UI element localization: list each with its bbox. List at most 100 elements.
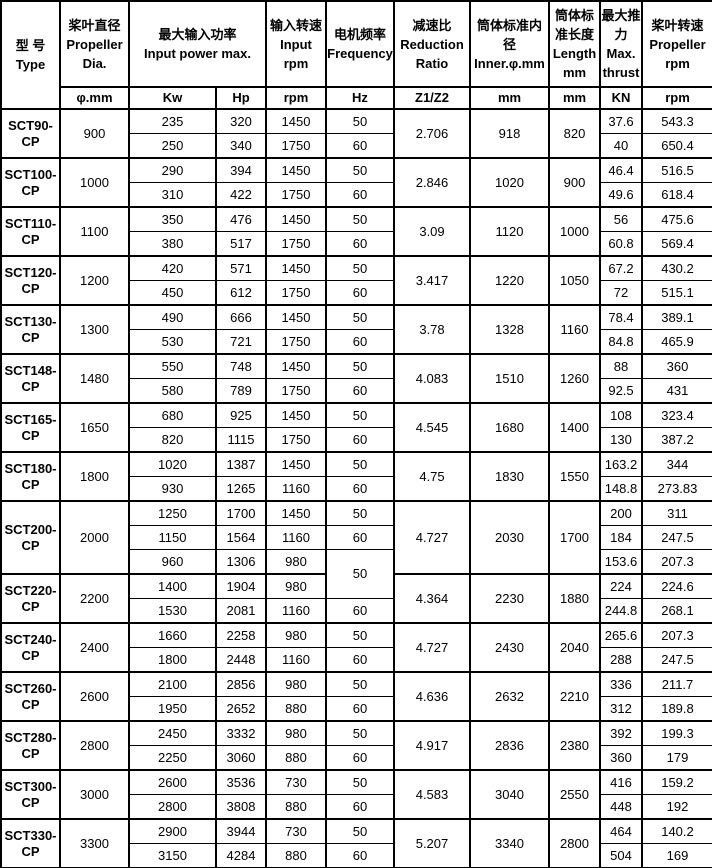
frequency-cell: 60	[325, 794, 395, 820]
hp-cell: 612	[215, 280, 267, 306]
thrust-cell: 92.5	[599, 378, 643, 404]
inner-dia-cell: 2230	[469, 573, 550, 624]
frequency-cell: 60	[325, 427, 395, 453]
hp-cell: 2258	[215, 622, 267, 648]
kw-cell: 2250	[128, 745, 217, 771]
header-ratio-en: Reduction Ratio	[400, 36, 464, 71]
table-row: 250 340 1750 60 40 650.4	[1, 133, 712, 159]
table-row: 380 517 1750 60 60.8 569.4	[1, 231, 712, 257]
thrust-cell: 148.8	[599, 476, 643, 502]
frequency-cell: 60	[325, 476, 395, 502]
prop-rpm-cell: 247.5	[641, 647, 712, 673]
input-rpm-cell: 1450	[265, 500, 327, 526]
dia-cell: 2000	[59, 500, 130, 575]
table-row: SCT90-CP 900 235 320 1450 50 2.706 918 820 37.6 54…	[0, 108, 712, 159]
frequency-cell: 50	[325, 304, 395, 330]
prop-rpm-cell: 207.3	[641, 549, 712, 575]
frequency-cell: 50	[325, 108, 395, 134]
length-cell: 1260	[548, 353, 601, 404]
header-model: 型 号 Type	[0, 0, 61, 110]
unit-thrust: KN	[599, 86, 643, 110]
table-row: 310 422 1750 60 49.6 618.4	[1, 182, 712, 208]
frequency-cell: 50	[325, 451, 395, 477]
thrust-cell: 130	[599, 427, 643, 453]
model-cell: SCT220-CP	[0, 573, 61, 624]
thrust-cell: 336	[599, 671, 643, 697]
unit-length: mm	[548, 86, 601, 110]
frequency-cell: 60	[325, 280, 395, 306]
ratio-cell: 4.75	[393, 451, 471, 502]
input-rpm-cell: 1750	[265, 231, 327, 257]
input-rpm-cell: 980	[265, 720, 327, 746]
inner-dia-cell: 3040	[469, 769, 550, 820]
input-rpm-cell: 1750	[265, 280, 327, 306]
kw-cell: 2800	[128, 794, 217, 820]
hp-cell: 340	[215, 133, 267, 159]
kw-cell: 550	[128, 353, 217, 379]
input-rpm-cell: 1450	[265, 451, 327, 477]
dia-cell: 3000	[59, 769, 130, 820]
kw-cell: 680	[128, 402, 217, 428]
frequency-cell: 60	[325, 182, 395, 208]
inner-dia-cell: 3340	[469, 818, 550, 868]
header-thrust-en: Max. thrust	[602, 46, 640, 80]
hp-cell: 1564	[215, 525, 267, 550]
frequency-cell: 50	[325, 157, 395, 183]
thrust-cell: 88	[599, 353, 643, 379]
ratio-cell: 3.417	[393, 255, 471, 306]
header-dia: 桨叶直径 Propeller Dia.	[59, 0, 130, 88]
hp-cell: 476	[215, 206, 267, 232]
input-rpm-cell: 880	[265, 696, 327, 722]
prop-rpm-cell: 323.4	[641, 402, 712, 428]
input-rpm-cell: 1750	[265, 427, 327, 453]
hp-cell: 422	[215, 182, 267, 208]
header-length: 筒体标准长度 Length mm	[548, 0, 601, 88]
table-row: 580 789 1750 60 92.5 431	[1, 378, 712, 404]
header-prop-rpm: 桨叶转速 Propeller rpm	[641, 0, 712, 88]
table-row: SCT200-CP 2000 1250 1700 1450 50 4.727 2030 1700…	[0, 500, 712, 575]
thrust-cell: 153.6	[599, 549, 643, 575]
thrust-cell: 244.8	[599, 598, 643, 624]
thrust-cell: 184	[599, 525, 643, 550]
input-rpm-cell: 1750	[265, 133, 327, 159]
frequency-cell: 60	[325, 525, 395, 550]
input-rpm-cell: 880	[265, 794, 327, 820]
unit-frequency: Hz	[325, 86, 395, 110]
header-power-en: Input power max.	[144, 46, 251, 61]
table-row: 530 721 1750 60 84.8 465.9	[1, 329, 712, 355]
dia-cell: 1200	[59, 255, 130, 306]
model-cell: SCT110-CP	[0, 206, 61, 257]
table-row: 450 612 1750 60 72 515.1	[1, 280, 712, 306]
thrust-cell: 163.2	[599, 451, 643, 477]
model-cell: SCT280-CP	[0, 720, 61, 771]
unit-dia: φ.mm	[59, 86, 130, 110]
header-prop-rpm-en: Propeller rpm	[649, 36, 706, 71]
inner-dia-cell: 1328	[469, 304, 550, 355]
unit-prop-rpm: rpm	[641, 86, 712, 110]
inner-dia-cell: 2836	[469, 720, 550, 771]
hp-cell: 1265	[215, 476, 267, 502]
table-row: 930 1265 1160 60 148.8 273.83	[1, 476, 712, 502]
header-dia-cn: 桨叶直径	[68, 17, 121, 33]
input-rpm-cell: 1750	[265, 378, 327, 404]
model-cell: SCT200-CP	[0, 500, 61, 575]
length-cell: 1550	[548, 451, 601, 502]
prop-rpm-cell: 159.2	[641, 769, 712, 795]
header-model-en: Type	[15, 57, 46, 72]
table-row: SCT110-CP 1100 350 476 1450 50 3.09 1120 1000 56 4…	[0, 206, 712, 257]
table-row: SCT180-CP 1800 1020 1387 1450 50 4.75 1830 1550 1…	[0, 451, 712, 502]
table-row: 1150 1564 1160 60 184 247.5	[1, 525, 712, 550]
prop-rpm-cell: 273.83	[641, 476, 712, 502]
frequency-cell: 50	[325, 818, 395, 844]
input-rpm-cell: 1450	[265, 206, 327, 232]
prop-rpm-cell: 430.2	[641, 255, 712, 281]
frequency-cell: 60	[325, 231, 395, 257]
model-cell: SCT180-CP	[0, 451, 61, 502]
kw-cell: 1400	[128, 573, 217, 599]
frequency-cell: 50	[325, 622, 395, 648]
model-cell: SCT300-CP	[0, 769, 61, 820]
table-row: SCT130-CP 1300 490 666 1450 50 3.78 1328 1160 78.…	[0, 304, 712, 355]
hp-cell: 3536	[215, 769, 267, 795]
hp-cell: 394	[215, 157, 267, 183]
